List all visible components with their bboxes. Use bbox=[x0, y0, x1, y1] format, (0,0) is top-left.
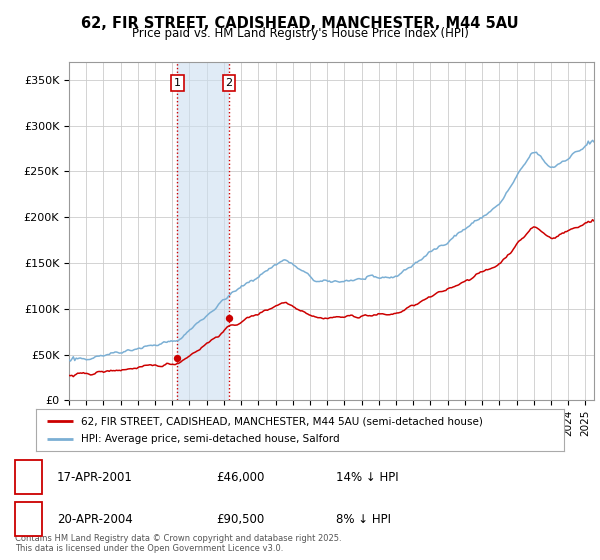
Text: 1: 1 bbox=[25, 472, 32, 484]
Text: £46,000: £46,000 bbox=[216, 472, 265, 484]
Text: 8% ↓ HPI: 8% ↓ HPI bbox=[336, 514, 391, 526]
Text: 1: 1 bbox=[174, 78, 181, 88]
Text: 20-APR-2004: 20-APR-2004 bbox=[57, 514, 133, 526]
Text: 2: 2 bbox=[226, 78, 233, 88]
Text: 2: 2 bbox=[25, 514, 32, 526]
Text: Price paid vs. HM Land Registry's House Price Index (HPI): Price paid vs. HM Land Registry's House … bbox=[131, 27, 469, 40]
Text: 62, FIR STREET, CADISHEAD, MANCHESTER, M44 5AU (semi-detached house): 62, FIR STREET, CADISHEAD, MANCHESTER, M… bbox=[81, 417, 483, 426]
Text: 62, FIR STREET, CADISHEAD, MANCHESTER, M44 5AU: 62, FIR STREET, CADISHEAD, MANCHESTER, M… bbox=[81, 16, 519, 31]
Text: 17-APR-2001: 17-APR-2001 bbox=[57, 472, 133, 484]
Bar bbox=[177, 62, 229, 400]
Text: 14% ↓ HPI: 14% ↓ HPI bbox=[336, 472, 398, 484]
Text: Contains HM Land Registry data © Crown copyright and database right 2025.
This d: Contains HM Land Registry data © Crown c… bbox=[15, 534, 341, 553]
Text: £90,500: £90,500 bbox=[216, 514, 264, 526]
Point bbox=[172, 354, 182, 363]
Point bbox=[224, 313, 234, 322]
Text: HPI: Average price, semi-detached house, Salford: HPI: Average price, semi-detached house,… bbox=[81, 434, 340, 444]
